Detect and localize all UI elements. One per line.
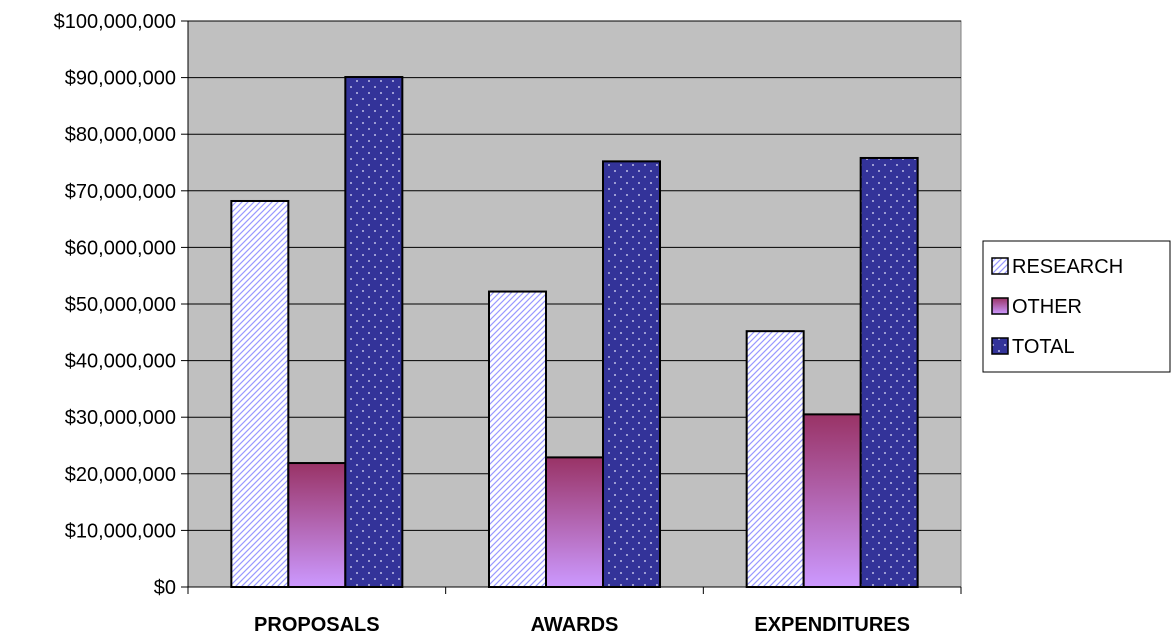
legend-label-other: OTHER [1012,296,1082,318]
legend-swatch-other [991,297,1009,315]
x-category-label: AWARDS [531,614,619,636]
bar-research-expenditures [745,330,805,588]
y-axis: $0 $10,000,000 $20,000,000 $30,000,000 $40,0… [54,11,189,599]
y-tick-label: $70,000,000 [65,181,176,203]
y-tick-label: $60,000,000 [65,237,176,259]
y-tick-label: $100,000,000 [54,11,176,33]
legend: RESEARCH OTHER TOTAL [982,240,1171,373]
y-tick-label: $40,000,000 [65,351,176,373]
bars [230,76,919,589]
legend-label-research: RESEARCH [1012,256,1123,278]
bar-research-awards [488,290,547,588]
bar-total-proposals [344,76,404,588]
y-tick-label: $80,000,000 [65,124,176,146]
y-tick-label: $20,000,000 [65,464,176,486]
legend-swatch-total [991,337,1009,355]
x-axis: PROPOSALS AWARDS EXPENDITURES [187,586,962,636]
bar-total-expenditures [859,156,919,589]
legend-label-total: TOTAL [1012,336,1075,358]
x-category-label: PROPOSALS [254,614,380,636]
bar-other-proposals [287,462,347,588]
bar-other-expenditures [802,413,862,588]
bar-other-awards [545,456,604,588]
x-category-label: EXPENDITURES [754,614,910,636]
y-tick-label: $0 [154,577,176,599]
legend-swatch-research [991,257,1009,275]
y-tick-label: $30,000,000 [65,407,176,429]
y-tick-label: $90,000,000 [65,68,176,90]
y-tick-label: $10,000,000 [65,520,176,542]
bar-research-proposals [230,199,290,588]
legend-box [982,240,1171,373]
y-tick-label: $50,000,000 [65,294,176,316]
bar-total-awards [602,160,661,588]
